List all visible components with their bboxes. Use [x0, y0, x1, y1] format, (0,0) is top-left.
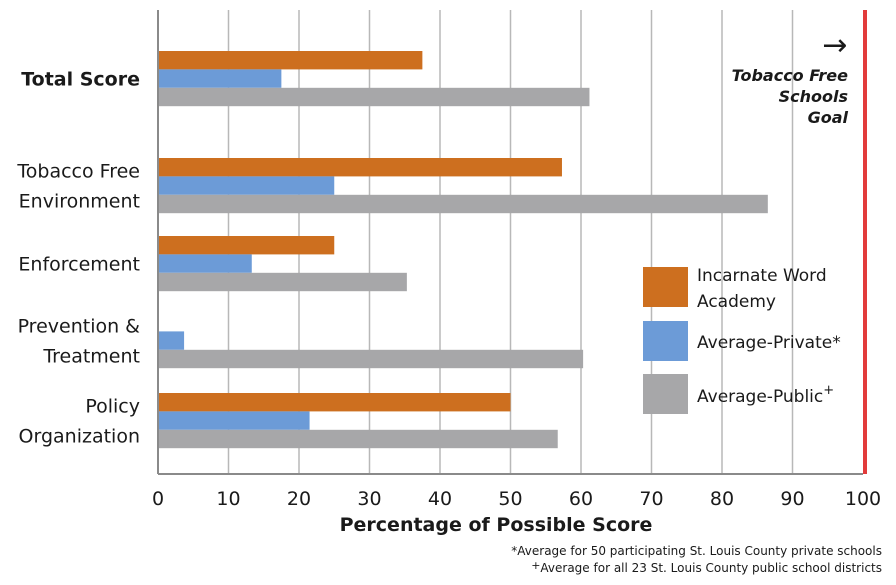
goal-arrow-icon: → — [822, 28, 847, 63]
x-tick-label-0: 0 — [152, 488, 164, 510]
bar-0-2 — [158, 87, 590, 107]
bar-1-2 — [158, 194, 768, 214]
bar-1-0 — [158, 158, 562, 177]
gridlines — [227, 10, 794, 474]
bar-2-0 — [158, 236, 335, 255]
x-tick-label-80: 80 — [710, 488, 734, 510]
x-tick-label-30: 30 — [357, 488, 381, 510]
x-tick-label-50: 50 — [498, 488, 522, 510]
x-tick-label-70: 70 — [639, 488, 663, 510]
x-tick-label-60: 60 — [569, 488, 593, 510]
bars — [158, 51, 768, 449]
footnote-public-mark: + — [531, 559, 541, 572]
legend: Incarnate Word Academy Average-Private* Ave… — [643, 266, 841, 414]
bar-4-0 — [158, 393, 511, 412]
x-tick-label-40: 40 — [428, 488, 452, 510]
legend-swatch-1 — [643, 321, 688, 361]
x-axis: 0 10 20 30 40 50 60 70 80 90 100 Percentage of Poss… — [152, 10, 881, 536]
footnote-private: *Average for 50 participating St. Louis … — [511, 544, 882, 558]
bar-2-2 — [158, 272, 407, 292]
bar-3-1 — [158, 331, 185, 350]
bar-4-1 — [158, 411, 310, 430]
bar-1-1 — [158, 176, 335, 195]
legend-swatch-0 — [643, 267, 688, 307]
category-label-3: Prevention & Treatment — [18, 316, 141, 368]
x-tick-label-100: 100 — [845, 488, 881, 510]
bar-0-0 — [158, 51, 423, 70]
category-label-1: Tobacco Free Environment — [16, 161, 140, 213]
legend-label-0: Incarnate Word Academy — [697, 266, 827, 312]
x-tick-label-10: 10 — [216, 488, 240, 510]
bar-2-1 — [158, 254, 252, 273]
bar-4-2 — [158, 429, 558, 449]
category-label-2: Enforcement — [18, 254, 140, 276]
legend-swatch-2 — [643, 374, 688, 414]
footnote-public: +Average for all 23 St. Louis County pub… — [531, 559, 882, 575]
bar-3-2 — [158, 349, 584, 369]
category-labels: Total Score Tobacco Free Environment Enforc… — [16, 69, 140, 448]
x-tick-label-90: 90 — [780, 488, 804, 510]
x-axis-title: Percentage of Possible Score — [340, 514, 653, 536]
x-tick-label-20: 20 — [287, 488, 311, 510]
goal-marker: →Tobacco Free Schools Goal — [732, 10, 867, 474]
category-label-4: Policy Organization — [19, 396, 140, 448]
bar-0-1 — [158, 69, 282, 88]
legend-label-2: Average-Public+ — [697, 383, 834, 407]
goal-label: Tobacco Free Schools Goal — [732, 66, 849, 127]
legend-label-1: Average-Private* — [697, 333, 841, 353]
category-label-0: Total Score — [21, 69, 140, 91]
bar-chart: 0 10 20 30 40 50 60 70 80 90 100 Percentage of Poss… — [16, 10, 881, 536]
